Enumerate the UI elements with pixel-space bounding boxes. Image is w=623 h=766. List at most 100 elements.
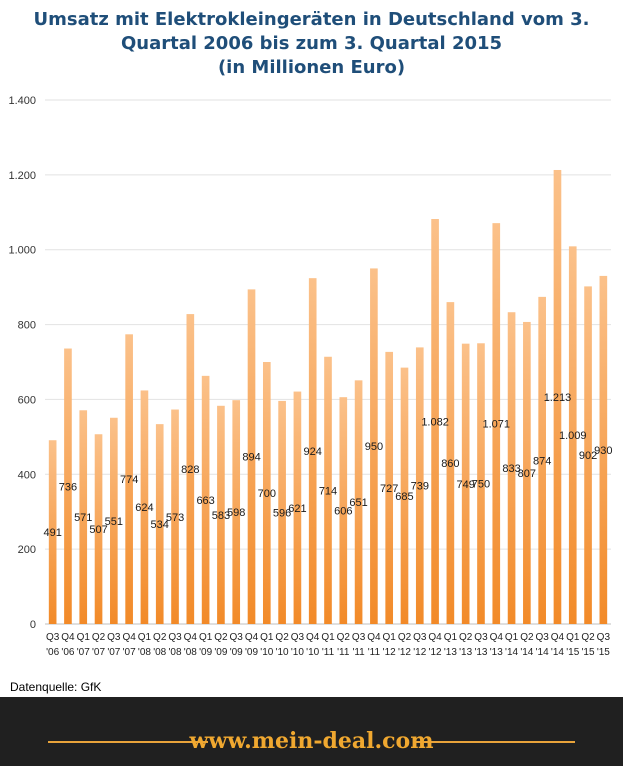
x-tick-label-year: '14 (536, 647, 549, 658)
x-tick-label-year: '11 (368, 647, 381, 658)
data-label: 950 (365, 441, 383, 453)
x-tick-label-quarter: Q4 (245, 632, 259, 643)
data-label: 663 (196, 495, 214, 507)
data-label: 833 (502, 463, 520, 475)
bar (308, 278, 317, 624)
x-tick-label-quarter: Q2 (153, 632, 167, 643)
bar (415, 347, 424, 624)
x-tick-label-quarter: Q2 (581, 632, 595, 643)
bar (140, 390, 149, 624)
bar (339, 397, 348, 624)
data-label: 749 (456, 479, 474, 491)
x-tick-label-quarter: Q3 (230, 632, 244, 643)
x-tick-label-year: '11 (337, 647, 350, 658)
data-label: 651 (349, 497, 367, 509)
bar (507, 312, 516, 624)
x-tick-label-year: '12 (413, 647, 426, 658)
data-label: 571 (74, 512, 92, 524)
data-label: 583 (212, 510, 230, 522)
data-label: 573 (166, 512, 184, 524)
x-tick-label-quarter: Q3 (46, 632, 60, 643)
x-tick-label-year: '09 (230, 647, 243, 658)
x-tick-label-quarter: Q4 (122, 632, 136, 643)
footer-brand-link[interactable]: www.mein-deal.com (189, 728, 434, 754)
bar (324, 356, 332, 624)
x-tick-label-quarter: Q4 (367, 632, 381, 643)
x-tick-label-year: '09 (199, 647, 212, 658)
x-tick-label-quarter: Q1 (383, 632, 397, 643)
x-tick-label-year: '11 (352, 647, 365, 658)
bar (370, 268, 378, 624)
x-tick-label-year: '15 (582, 647, 595, 658)
x-tick-label-year: '07 (92, 647, 105, 658)
x-tick-label-quarter: Q2 (275, 632, 289, 643)
data-label: 685 (395, 491, 413, 503)
bar (171, 409, 179, 624)
x-tick-label-year: '08 (138, 647, 151, 658)
bar (217, 405, 225, 624)
data-label: 700 (258, 488, 276, 500)
x-tick-label-year: '14 (520, 647, 533, 658)
bar-chart: 0 200 400 600 800 1.000 1.200 1.400 491 736 57150… (8, 95, 612, 658)
bar (247, 289, 256, 624)
bar (201, 375, 210, 624)
x-tick-label-quarter: Q2 (337, 632, 351, 643)
y-tick-label: 1.000 (8, 245, 36, 257)
x-tick-label-quarter: Q1 (77, 632, 91, 643)
data-label: 874 (533, 455, 551, 467)
data-label: 894 (242, 452, 260, 464)
x-tick-label-year: '06 (61, 647, 74, 658)
bar (400, 367, 409, 624)
x-tick-label-quarter: Q4 (61, 632, 75, 643)
bar (48, 440, 57, 624)
bar (599, 275, 608, 624)
bar (538, 296, 546, 624)
x-tick-label-year: '12 (429, 647, 442, 658)
data-label: 750 (472, 479, 490, 491)
data-label: 507 (89, 524, 107, 536)
y-tick-label: 400 (18, 469, 36, 481)
y-tick-label: 800 (18, 320, 36, 332)
data-label: 727 (380, 483, 398, 495)
x-tick-label-quarter: Q4 (551, 632, 565, 643)
bar (584, 286, 592, 624)
x-tick-label-quarter: Q4 (490, 632, 504, 643)
x-tick-label-year: '15 (597, 647, 610, 658)
bar (293, 391, 302, 624)
bar (64, 348, 72, 624)
x-tick-label-year: '12 (383, 647, 396, 658)
bar (186, 314, 195, 624)
data-label: 924 (304, 446, 322, 458)
y-tick-label: 1.200 (8, 170, 36, 182)
chart-title-line-2: Quartal 2006 bis zum 3. Quartal 2015 (120, 33, 503, 54)
x-tick-label-year: '10 (306, 647, 319, 658)
x-tick-label-quarter: Q3 (168, 632, 182, 643)
bar (523, 321, 531, 624)
bar (125, 334, 133, 624)
x-tick-label-quarter: Q1 (138, 632, 152, 643)
data-label: 606 (334, 506, 352, 518)
x-tick-label-year: '08 (169, 647, 182, 658)
x-tick-label-year: '13 (459, 647, 472, 658)
footer-banner: www.mein-deal.com (0, 697, 623, 766)
x-tick-label-year: '08 (153, 647, 166, 658)
x-tick-label-year: '07 (123, 647, 136, 658)
chart-title-line-1: Umsatz mit Elektrokleingeräten in Deutsc… (33, 9, 590, 30)
x-tick-label-quarter: Q1 (199, 632, 213, 643)
data-label: 736 (59, 481, 77, 493)
data-label: 828 (181, 464, 199, 476)
x-tick-label-quarter: Q1 (260, 632, 274, 643)
chart-title: Umsatz mit Elektrokleingeräten in Deutsc… (0, 8, 623, 80)
data-label: 551 (105, 516, 123, 528)
y-tick-label: 0 (30, 619, 36, 631)
x-tick-label-year: '06 (46, 647, 59, 658)
bar (262, 362, 271, 624)
x-tick-label-year: '11 (322, 647, 335, 658)
data-label: 1.071 (483, 419, 511, 431)
x-tick-label-quarter: Q1 (505, 632, 519, 643)
data-label: 621 (288, 503, 306, 515)
x-tick-label-year: '13 (490, 647, 503, 658)
bar (94, 434, 103, 624)
x-tick-label-quarter: Q3 (291, 632, 305, 643)
data-label: 1.213 (544, 392, 572, 404)
